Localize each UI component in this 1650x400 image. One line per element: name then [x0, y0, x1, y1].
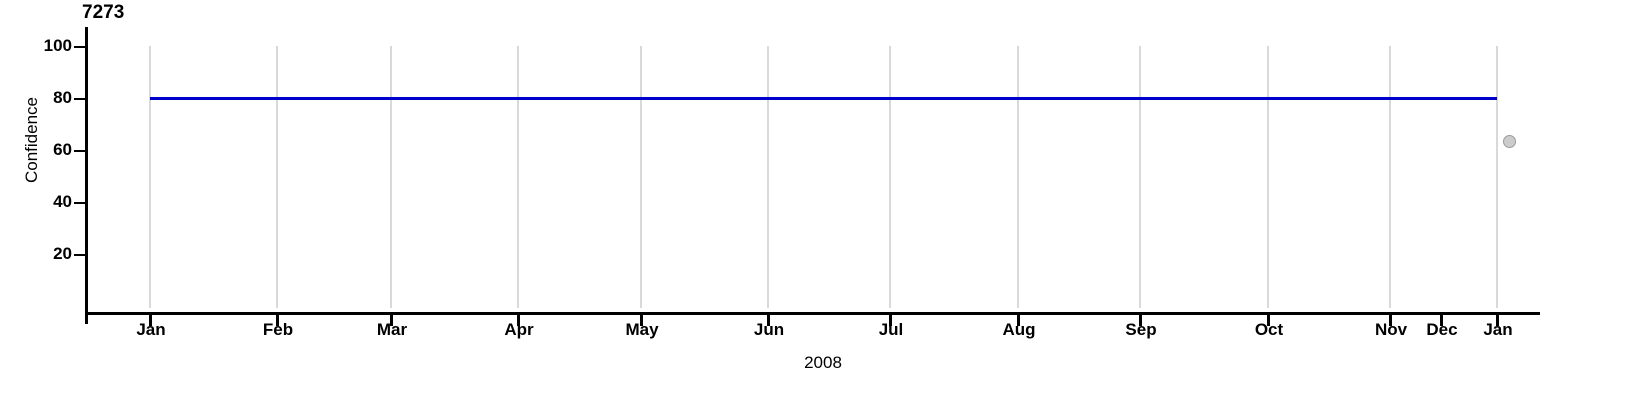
- x-tick-label-nov: Nov: [1374, 320, 1408, 339]
- gridline-nov: [1389, 46, 1391, 308]
- x-tick-label-apr: Apr: [504, 320, 534, 339]
- x-tick-label-mar: Mar: [376, 320, 408, 339]
- x-tick-mark-aug: [1017, 315, 1020, 326]
- gridline-feb: [276, 46, 278, 308]
- x-tick-mark-sep: [1139, 315, 1142, 326]
- gridline-jan: [149, 46, 151, 308]
- x-tick-mark-jan-next: [1496, 315, 1499, 326]
- y-tick-mark-60: [74, 150, 86, 152]
- x-tick-label-jun: Jun: [753, 320, 785, 339]
- y-tick-label-60: 60: [53, 140, 72, 159]
- x-axis-line: [85, 312, 1540, 315]
- y-tick-mark-80: [74, 98, 86, 100]
- gridline-mar: [390, 46, 392, 308]
- x-tick-label-aug: Aug: [1002, 320, 1036, 339]
- gridline-sep: [1139, 46, 1141, 308]
- x-tick-label-sep: Sep: [1125, 320, 1157, 339]
- x-axis-label: 2008: [804, 353, 842, 372]
- x-tick-label-feb: Feb: [262, 320, 294, 339]
- x-tick-mark-nov: [1389, 315, 1392, 326]
- chart-title: 7273: [82, 2, 125, 23]
- gridline-apr: [517, 46, 519, 308]
- gridline-jun: [767, 46, 769, 308]
- y-axis-line: [85, 27, 88, 324]
- y-tick-label-80: 80: [53, 88, 72, 107]
- gridline-jul: [889, 46, 891, 308]
- x-tick-label-jan-next: Jan: [1483, 320, 1513, 339]
- gridline-jan-next: [1496, 46, 1498, 308]
- gridline-may: [640, 46, 642, 308]
- x-tick-mark-jun: [767, 315, 770, 326]
- y-tick-label-20: 20: [53, 244, 72, 263]
- y-tick-mark-40: [74, 202, 86, 204]
- x-tick-mark-jul: [889, 315, 892, 326]
- x-tick-label-jul: Jul: [878, 320, 904, 339]
- x-tick-label-oct: Oct: [1254, 320, 1284, 339]
- x-tick-mark-mar: [390, 315, 393, 326]
- y-tick-mark-100: [74, 46, 86, 48]
- x-tick-mark-feb: [276, 315, 279, 326]
- x-tick-label-may: May: [625, 320, 659, 339]
- y-tick-label-40: 40: [53, 192, 72, 211]
- x-tick-mark-oct: [1267, 315, 1270, 326]
- x-tick-mark-jan: [149, 315, 152, 326]
- y-tick-mark-20: [74, 254, 86, 256]
- x-tick-label-dec: Dec: [1426, 320, 1458, 339]
- x-tick-label-jan: Jan: [136, 320, 166, 339]
- gridline-aug: [1017, 46, 1019, 308]
- threshold-line-80: [150, 97, 1497, 100]
- x-tick-mark-apr: [517, 315, 520, 326]
- gridline-oct: [1267, 46, 1269, 308]
- x-tick-mark-may: [640, 315, 643, 326]
- x-tick-mark-dec: [1440, 315, 1443, 326]
- data-point-dec[interactable]: [1503, 135, 1516, 148]
- y-tick-label-100: 100: [43, 36, 72, 55]
